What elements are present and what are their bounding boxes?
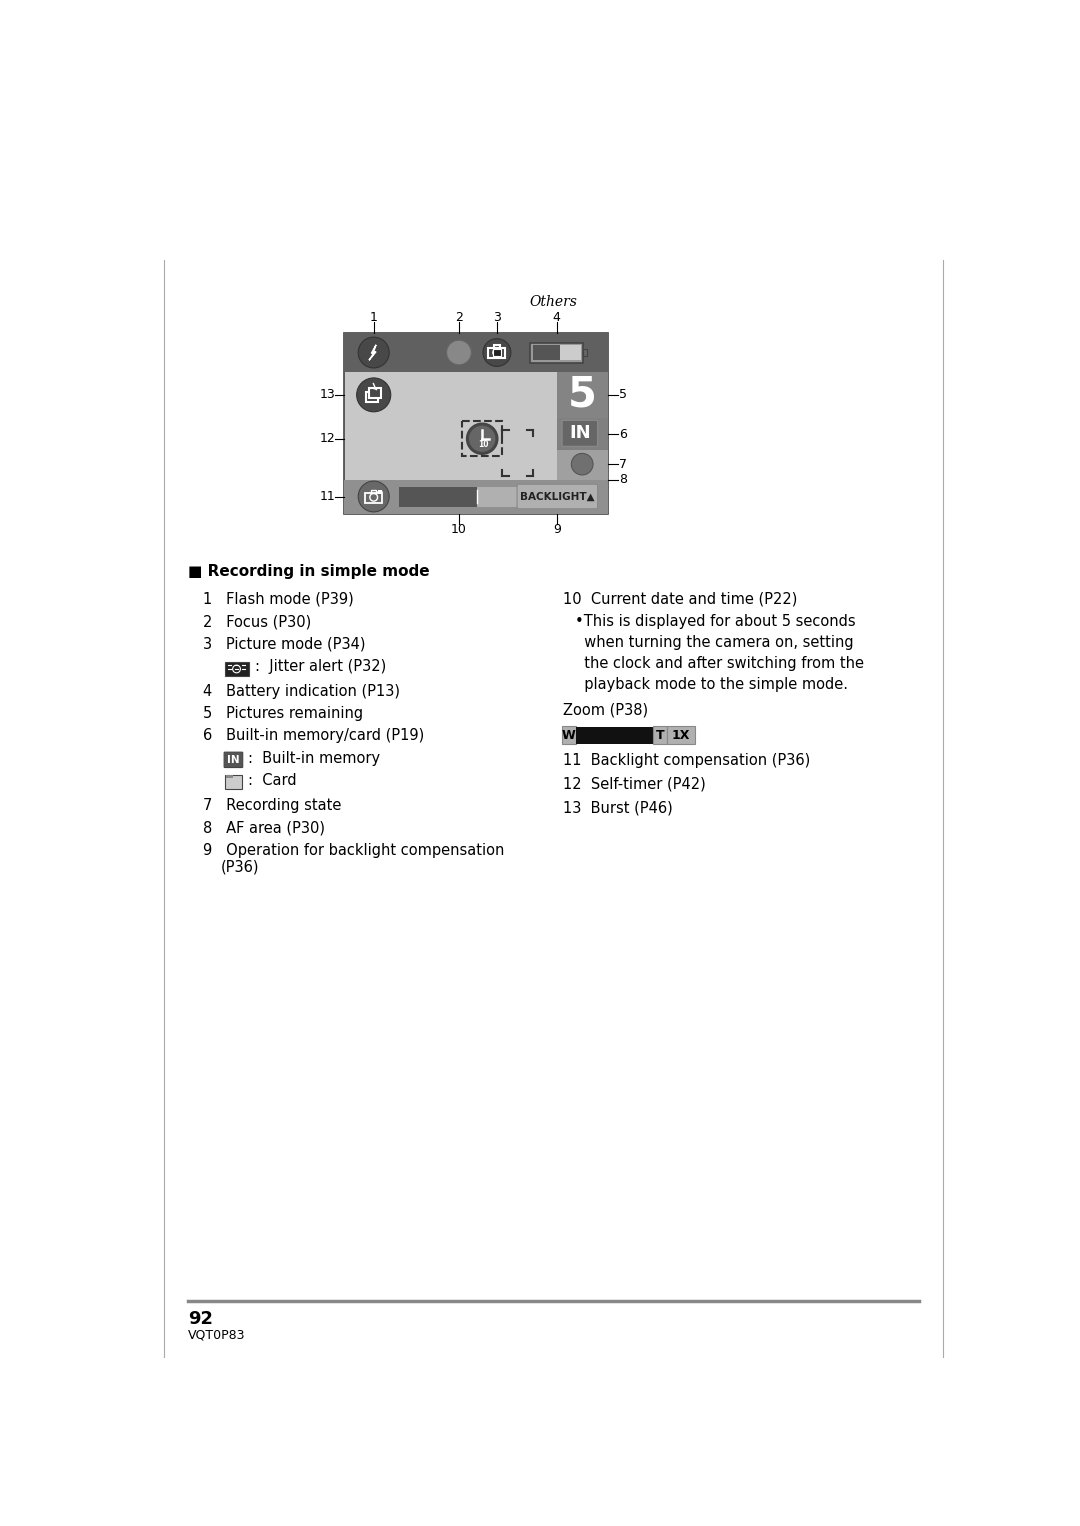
- Text: 4: 4: [553, 311, 561, 325]
- Text: 5: 5: [568, 374, 596, 417]
- Text: 9: 9: [553, 523, 562, 536]
- Text: ■ Recording in simple mode: ■ Recording in simple mode: [188, 565, 430, 580]
- Bar: [366, 392, 378, 401]
- Circle shape: [483, 339, 511, 366]
- Circle shape: [356, 378, 391, 412]
- Bar: [227, 775, 232, 778]
- Bar: [345, 333, 608, 514]
- Bar: [462, 421, 502, 456]
- Text: T: T: [657, 729, 665, 743]
- FancyBboxPatch shape: [225, 775, 242, 789]
- FancyBboxPatch shape: [562, 726, 576, 745]
- Text: VQT0P83: VQT0P83: [188, 1328, 245, 1341]
- Text: 92: 92: [188, 1311, 213, 1329]
- Circle shape: [467, 423, 498, 455]
- Bar: [365, 493, 382, 502]
- Circle shape: [359, 481, 389, 511]
- Text: 8   AF area (P30): 8 AF area (P30): [203, 821, 325, 836]
- Bar: [378, 490, 382, 494]
- Bar: [583, 348, 586, 357]
- Text: 5   Pictures remaining: 5 Pictures remaining: [203, 707, 363, 720]
- Text: 12  Self-timer (P42): 12 Self-timer (P42): [563, 777, 705, 792]
- FancyBboxPatch shape: [666, 726, 696, 745]
- Text: 10  Current date and time (P22): 10 Current date and time (P22): [563, 592, 797, 607]
- Text: 2: 2: [455, 311, 463, 325]
- Text: W: W: [562, 729, 576, 743]
- Text: 5: 5: [619, 389, 627, 401]
- Bar: [559, 345, 581, 360]
- Bar: [488, 348, 505, 359]
- Text: 12: 12: [320, 432, 335, 446]
- Text: Others: Others: [529, 296, 578, 310]
- Circle shape: [359, 337, 389, 368]
- Bar: [557, 372, 608, 479]
- Bar: [576, 726, 653, 743]
- Text: 1   Flash mode (P39): 1 Flash mode (P39): [203, 592, 354, 607]
- Text: 4   Battery indication (P13): 4 Battery indication (P13): [203, 684, 401, 699]
- Text: 7   Recording state: 7 Recording state: [203, 798, 341, 813]
- Bar: [494, 348, 501, 357]
- Text: 8: 8: [619, 473, 627, 487]
- Circle shape: [469, 426, 496, 452]
- Text: 11: 11: [320, 490, 335, 504]
- Text: when turning the camera on, setting: when turning the camera on, setting: [576, 635, 854, 650]
- Text: 10: 10: [478, 441, 489, 450]
- Text: 3: 3: [492, 311, 501, 325]
- Text: 10: 10: [451, 523, 467, 536]
- Text: 13  Burst (P46): 13 Burst (P46): [563, 801, 673, 816]
- Text: 11  Backlight compensation (P36): 11 Backlight compensation (P36): [563, 752, 810, 768]
- FancyBboxPatch shape: [225, 662, 248, 676]
- Circle shape: [571, 453, 593, 475]
- Text: 3   Picture mode (P34): 3 Picture mode (P34): [203, 636, 366, 652]
- Text: 6: 6: [619, 427, 627, 441]
- Text: :  Built-in memory: : Built-in memory: [248, 751, 380, 766]
- FancyBboxPatch shape: [225, 752, 243, 768]
- Text: •This is displayed for about 5 seconds: •This is displayed for about 5 seconds: [576, 615, 855, 629]
- Text: :  Card: : Card: [248, 774, 297, 787]
- Text: (P36): (P36): [220, 859, 259, 874]
- Text: 2   Focus (P30): 2 Focus (P30): [203, 615, 311, 629]
- Bar: [345, 333, 608, 372]
- Bar: [532, 345, 559, 360]
- Polygon shape: [369, 345, 376, 360]
- Text: 6   Built-in memory/card (P19): 6 Built-in memory/card (P19): [203, 728, 424, 743]
- Text: 1X: 1X: [672, 729, 690, 743]
- Bar: [345, 479, 608, 514]
- Circle shape: [446, 340, 471, 365]
- Text: the clock and after switching from the: the clock and after switching from the: [576, 656, 864, 671]
- FancyBboxPatch shape: [562, 420, 597, 447]
- Bar: [530, 342, 583, 363]
- Text: 9   Operation for backlight compensation: 9 Operation for backlight compensation: [203, 842, 504, 858]
- Bar: [399, 487, 476, 507]
- Bar: [369, 388, 381, 398]
- Bar: [494, 345, 500, 348]
- Text: playback mode to the simple mode.: playback mode to the simple mode.: [576, 676, 848, 691]
- FancyBboxPatch shape: [517, 484, 597, 508]
- Text: IN: IN: [569, 424, 591, 443]
- Bar: [557, 418, 608, 450]
- Bar: [372, 490, 376, 493]
- Text: IN: IN: [227, 755, 240, 765]
- FancyBboxPatch shape: [653, 726, 667, 745]
- Text: 7: 7: [619, 458, 627, 470]
- Text: BACKLIGHT▲: BACKLIGHT▲: [521, 491, 595, 502]
- Text: 1: 1: [369, 311, 378, 325]
- Bar: [557, 372, 608, 418]
- Bar: [399, 487, 542, 507]
- Text: :  Jitter alert (P32): : Jitter alert (P32): [255, 659, 387, 674]
- Text: Zoom (P38): Zoom (P38): [563, 702, 648, 717]
- Text: 13: 13: [320, 389, 335, 401]
